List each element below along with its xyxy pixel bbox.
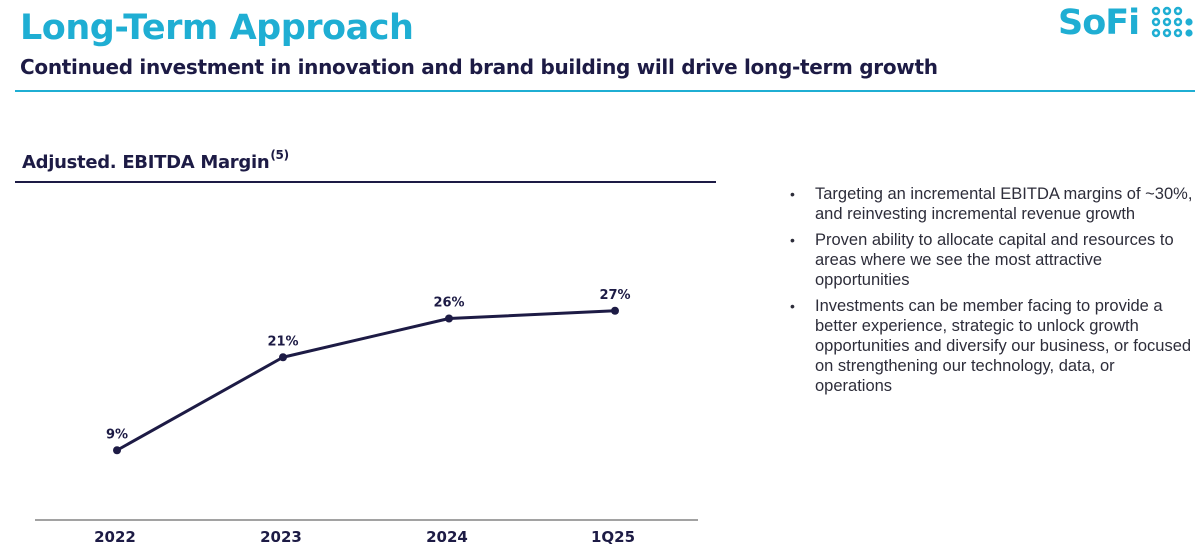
data-label: 21% [267,334,298,349]
chart-heading-divider [15,181,716,183]
chart-footnote: (5) [270,148,289,162]
data-point [445,314,453,323]
page-title: Long-Term Approach [20,8,414,48]
bullet-text: Investments can be member facing to prov… [815,297,1192,395]
data-point [611,306,619,315]
bullet-icon: • [790,232,795,248]
chart-heading: Adjusted. EBITDA Margin(5) [22,148,289,173]
logo-text: SoFi [1058,3,1140,43]
header-divider [15,90,1195,92]
data-point [113,446,121,455]
chart-heading-text: Adjusted. EBITDA Margin [22,152,270,173]
bullet-item: • Targeting an incremental EBITDA margins… [790,184,1195,224]
bullet-text: Proven ability to allocate capital and r… [815,231,1174,289]
x-tick-label: 2022 [94,528,136,546]
x-tick-label: 2023 [260,528,302,546]
bullet-text: Targeting an incremental EBITDA margins … [815,185,1193,223]
x-tick-label: 1Q25 [591,528,635,546]
data-label: 26% [433,296,464,311]
data-label: 9% [106,427,128,442]
sofi-dots-icon [1151,6,1193,38]
data-point [279,353,287,362]
page-subtitle: Continued investment in innovation and b… [20,55,938,79]
bullet-item: • Investments can be member facing to pro… [790,296,1195,396]
bullet-icon: • [790,298,795,314]
data-label: 27% [599,288,630,303]
sofi-logo: SoFi [1058,3,1194,45]
x-tick-label: 2024 [426,528,468,546]
ebitda-margin-line-chart: 9% 21% 26% 27% 2022 2023 2024 1Q25 [35,288,698,546]
bullet-item: • Proven ability to allocate capital and … [790,230,1195,290]
bullet-icon: • [790,186,795,202]
bullet-list: • Targeting an incremental EBITDA margins… [790,184,1195,402]
series-line [116,309,616,452]
